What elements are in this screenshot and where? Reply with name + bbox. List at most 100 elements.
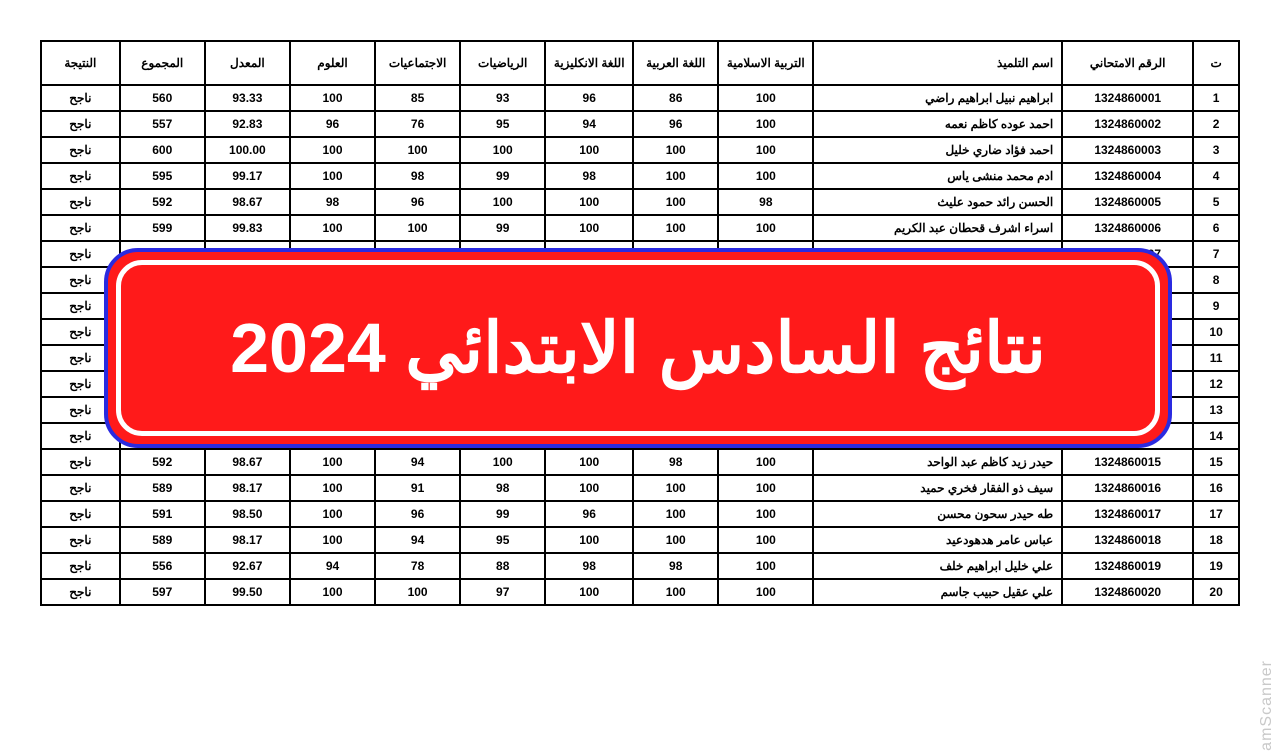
- cell-islamic: 98: [718, 189, 813, 215]
- cell-islamic: 100: [718, 553, 813, 579]
- cell-average: 98.17: [205, 475, 290, 501]
- cell-math: 95: [460, 111, 545, 137]
- cell-seq: 4: [1193, 163, 1239, 189]
- cell-science: 100: [290, 527, 375, 553]
- th-math: الرياضيات: [460, 41, 545, 85]
- cell-science: 100: [290, 85, 375, 111]
- cell-math: 99: [460, 163, 545, 189]
- cell-average: 98.50: [205, 501, 290, 527]
- table-row: 171324860017طه حيدر سحون محسن10010096999…: [41, 501, 1239, 527]
- cell-result: ناجح: [41, 475, 120, 501]
- cell-average: 92.83: [205, 111, 290, 137]
- cell-name: احمد فؤاد ضاري خليل: [813, 137, 1062, 163]
- cell-name: احمد عوده كاظم نعمه: [813, 111, 1062, 137]
- table-row: 201324860020علي عقيل حبيب جاسم1001001009…: [41, 579, 1239, 605]
- cell-average: 100.00: [205, 137, 290, 163]
- cell-result: ناجح: [41, 111, 120, 137]
- cell-social: 76: [375, 111, 460, 137]
- cell-arabic: 98: [633, 553, 718, 579]
- cell-math: 93: [460, 85, 545, 111]
- cell-result: ناجح: [41, 527, 120, 553]
- cell-name: ادم محمد منشى ياس: [813, 163, 1062, 189]
- cell-science: 100: [290, 163, 375, 189]
- cell-result: ناجح: [41, 241, 120, 267]
- cell-math: 100: [460, 189, 545, 215]
- cell-result: ناجح: [41, 137, 120, 163]
- cell-islamic: 100: [718, 215, 813, 241]
- cell-result: ناجح: [41, 553, 120, 579]
- th-science: العلوم: [290, 41, 375, 85]
- cell-exam: 1324860020: [1062, 579, 1193, 605]
- cell-exam: 1324860015: [1062, 449, 1193, 475]
- th-seq: ت: [1193, 41, 1239, 85]
- cell-exam: 1324860002: [1062, 111, 1193, 137]
- cell-arabic: 96: [633, 111, 718, 137]
- cell-total: 592: [120, 449, 205, 475]
- cell-social: 91: [375, 475, 460, 501]
- cell-science: 100: [290, 501, 375, 527]
- table-header: ت الرقم الامتحاني اسم التلميذ التربية ال…: [41, 41, 1239, 85]
- cell-seq: 12: [1193, 371, 1239, 397]
- cell-seq: 14: [1193, 423, 1239, 449]
- cell-total: 589: [120, 475, 205, 501]
- cell-seq: 7: [1193, 241, 1239, 267]
- cell-exam: 1324860016: [1062, 475, 1193, 501]
- cell-result: ناجح: [41, 85, 120, 111]
- th-arabic: اللغة العربية: [633, 41, 718, 85]
- cell-seq: 15: [1193, 449, 1239, 475]
- cell-average: 93.33: [205, 85, 290, 111]
- cell-arabic: 86: [633, 85, 718, 111]
- cell-math: 99: [460, 501, 545, 527]
- cell-name: اسراء اشرف قحطان عبد الكريم: [813, 215, 1062, 241]
- cell-seq: 2: [1193, 111, 1239, 137]
- table-row: 191324860019علي خليل ابراهيم خلف10098988…: [41, 553, 1239, 579]
- cell-seq: 5: [1193, 189, 1239, 215]
- cell-english: 100: [545, 189, 633, 215]
- cell-average: 99.50: [205, 579, 290, 605]
- cell-english: 94: [545, 111, 633, 137]
- table-row: 181324860018عباس عامر هدهودعيد1001001009…: [41, 527, 1239, 553]
- cell-seq: 11: [1193, 345, 1239, 371]
- cell-average: 98.67: [205, 189, 290, 215]
- cell-result: ناجح: [41, 449, 120, 475]
- cell-name: علي خليل ابراهيم خلف: [813, 553, 1062, 579]
- cell-science: 94: [290, 553, 375, 579]
- cell-science: 100: [290, 449, 375, 475]
- cell-name: طه حيدر سحون محسن: [813, 501, 1062, 527]
- cell-average: 99.17: [205, 163, 290, 189]
- cell-arabic: 100: [633, 137, 718, 163]
- cell-islamic: 100: [718, 449, 813, 475]
- cell-average: 98.67: [205, 449, 290, 475]
- cell-islamic: 100: [718, 163, 813, 189]
- cell-math: 98: [460, 475, 545, 501]
- cell-total: 560: [120, 85, 205, 111]
- cell-social: 98: [375, 163, 460, 189]
- cell-seq: 20: [1193, 579, 1239, 605]
- th-total: المجموع: [120, 41, 205, 85]
- cell-exam: 1324860003: [1062, 137, 1193, 163]
- scanner-watermark: amScanner: [1258, 660, 1276, 751]
- cell-english: 100: [545, 475, 633, 501]
- cell-social: 100: [375, 215, 460, 241]
- cell-name: الحسن رائد حمود عليث: [813, 189, 1062, 215]
- table-row: 61324860006اسراء اشرف قحطان عبد الكريم10…: [41, 215, 1239, 241]
- cell-arabic: 100: [633, 163, 718, 189]
- cell-english: 98: [545, 163, 633, 189]
- cell-social: 78: [375, 553, 460, 579]
- cell-average: 99.83: [205, 215, 290, 241]
- cell-islamic: 100: [718, 579, 813, 605]
- cell-total: 595: [120, 163, 205, 189]
- cell-islamic: 100: [718, 501, 813, 527]
- cell-total: 592: [120, 189, 205, 215]
- cell-social: 96: [375, 501, 460, 527]
- cell-math: 95: [460, 527, 545, 553]
- cell-exam: 1324860001: [1062, 85, 1193, 111]
- cell-seq: 1: [1193, 85, 1239, 111]
- cell-islamic: 100: [718, 475, 813, 501]
- cell-exam: 1324860005: [1062, 189, 1193, 215]
- cell-name: علي عقيل حبيب جاسم: [813, 579, 1062, 605]
- cell-total: 591: [120, 501, 205, 527]
- cell-math: 100: [460, 449, 545, 475]
- table-row: 11324860001ابراهيم نبيل ابراهيم راضي1008…: [41, 85, 1239, 111]
- cell-seq: 13: [1193, 397, 1239, 423]
